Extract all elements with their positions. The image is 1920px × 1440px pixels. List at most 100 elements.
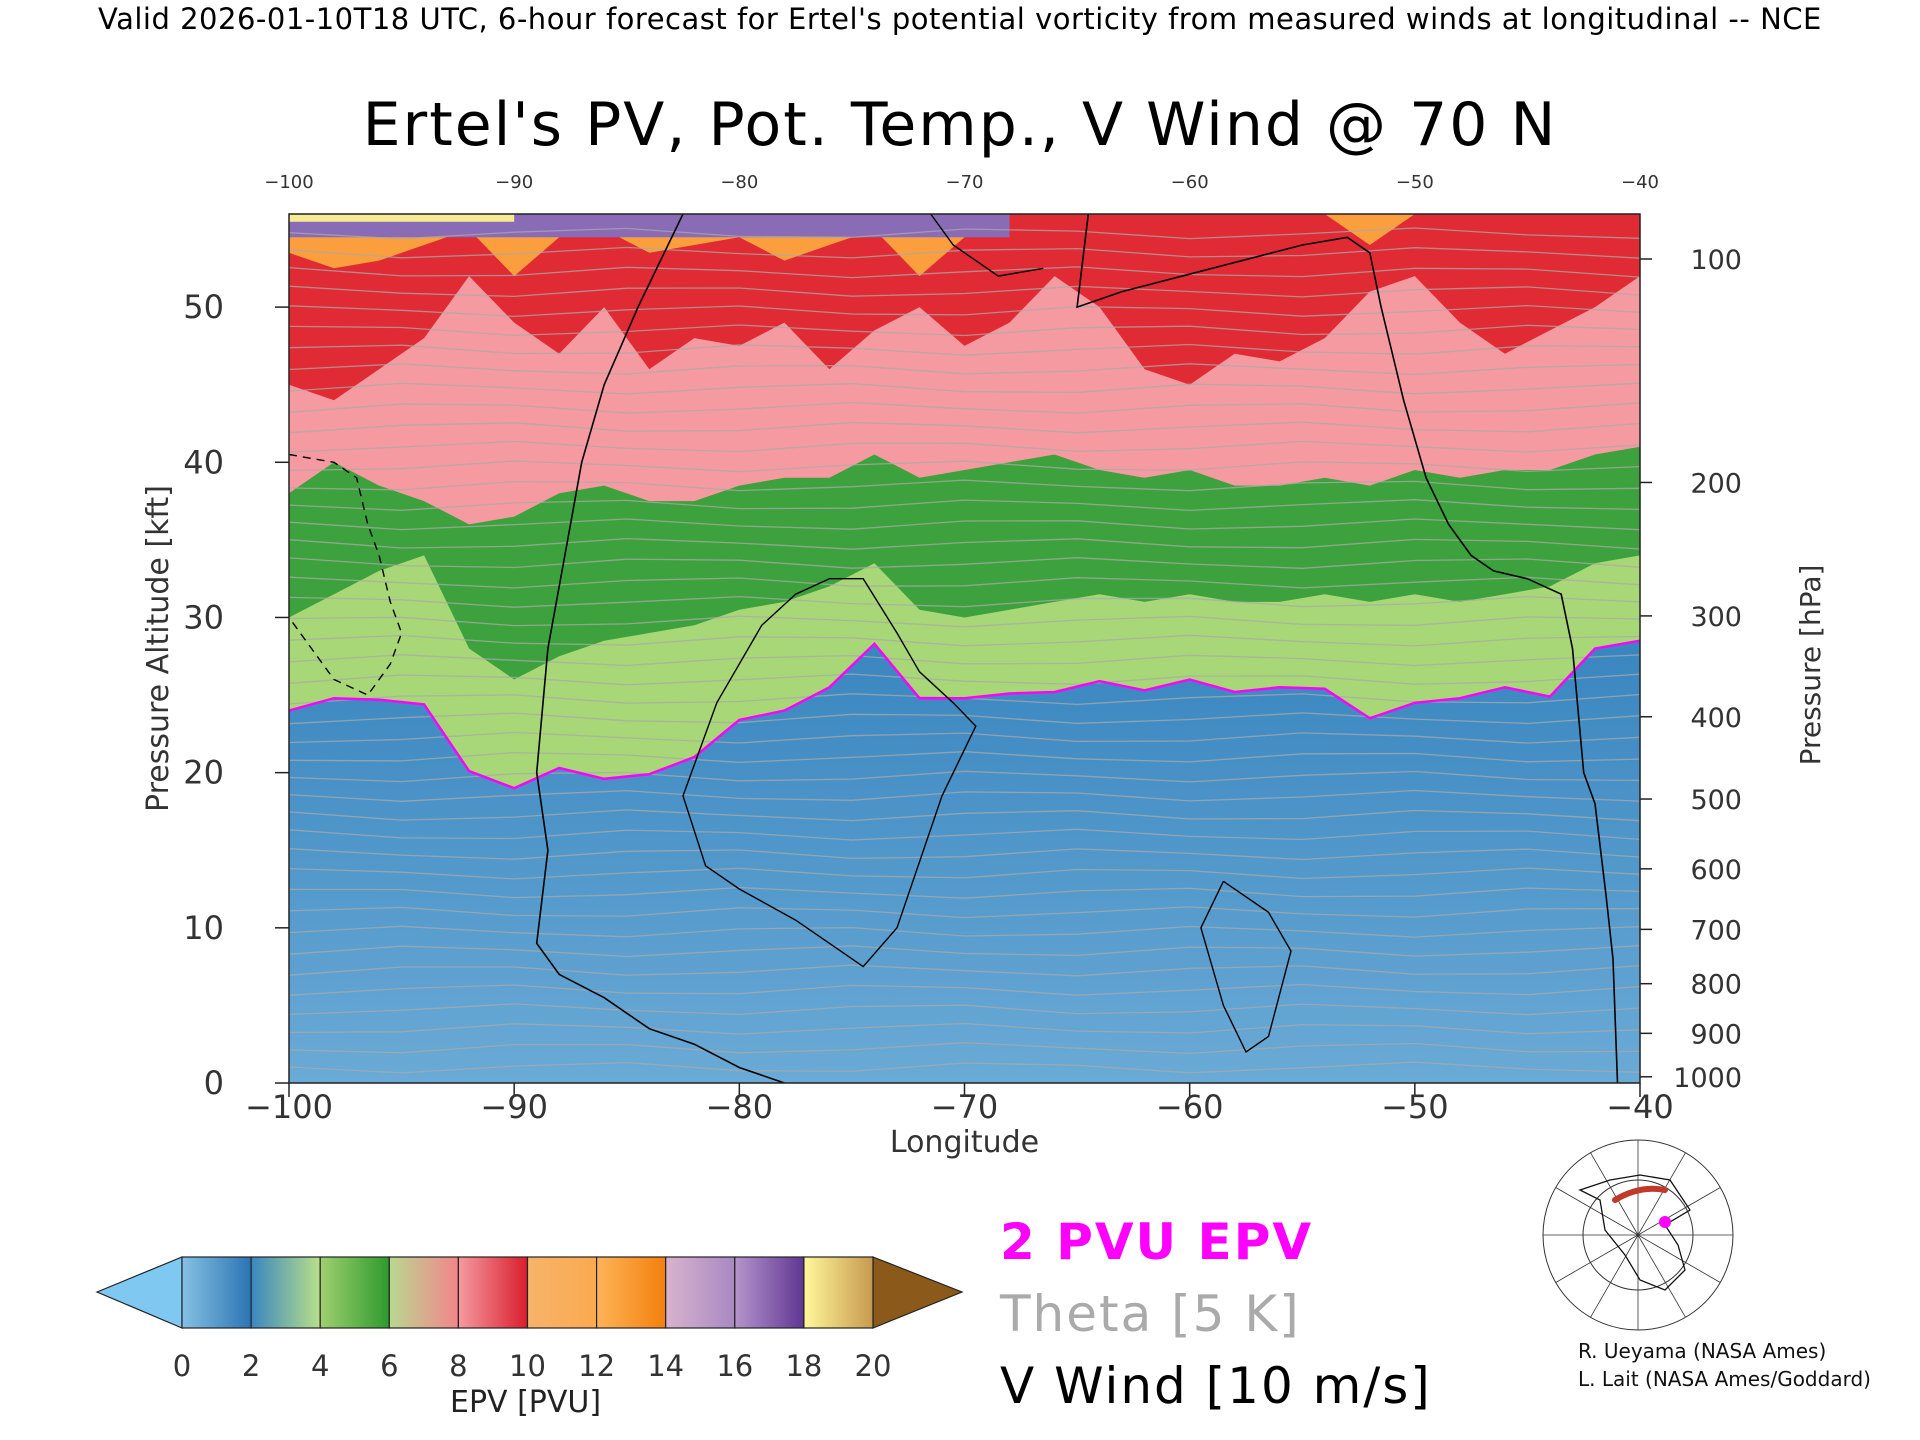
colorbar-tick-label: 16 (716, 1349, 753, 1383)
y-tick-label: 30 (183, 598, 224, 636)
theta-contour (289, 479, 1640, 492)
x-tick-label: −70 (931, 1088, 999, 1126)
x-tick-label: −50 (1381, 1088, 1449, 1126)
locator-map-coastline (1578, 1174, 1691, 1291)
colorbar-segment (181, 1256, 252, 1329)
colorbar-segment (526, 1256, 598, 1329)
colorbar-segment (734, 1256, 805, 1329)
theta-contour (289, 1022, 1640, 1035)
credit-line-1: R. Ueyama (NASA Ames) (1578, 1339, 1827, 1363)
locator-map-meridian (1637, 1187, 1721, 1236)
theta-contour (289, 343, 1640, 356)
theta-contour (289, 285, 1640, 298)
theta-contour (289, 595, 1640, 608)
top-tick-label: −100 (264, 172, 313, 193)
theta-contour (289, 751, 1640, 764)
y2-axis-label: Pressure [hPa] (1794, 565, 1827, 766)
pressure-tick-label: 300 (1690, 602, 1742, 633)
locator-map-section-line (1612, 1185, 1668, 1203)
pressure-tick-label: 500 (1690, 785, 1742, 816)
x-tick-label: −100 (245, 1088, 333, 1126)
colorbar-segment (665, 1256, 736, 1329)
pressure-tick-label: 1000 (1673, 1063, 1742, 1094)
top-tick-label: −80 (720, 172, 758, 193)
x-tick-label: −80 (706, 1088, 774, 1126)
colorbar-label: EPV [PVU] (450, 1385, 602, 1420)
colorbar-segment (388, 1256, 459, 1329)
vwind-zero-contour (535, 214, 785, 1083)
vwind-10-contour (682, 578, 977, 968)
colorbar-tick-label: 4 (311, 1349, 329, 1383)
locator-map-meridian (1637, 1152, 1686, 1236)
theta-contour (289, 964, 1640, 977)
x-tick-label: −60 (1156, 1088, 1224, 1126)
top-tick-label: −90 (495, 172, 533, 193)
legend-epv-line: 2 PVU EPV (1000, 1213, 1314, 1271)
locator-map-meridian (1555, 1187, 1639, 1236)
colorbar-tick-label: 18 (785, 1349, 822, 1383)
theta-contour (289, 634, 1640, 647)
theta-contour (289, 266, 1640, 279)
theta-contour (289, 770, 1640, 783)
theta-contour (289, 983, 1640, 996)
theta-contour (289, 421, 1640, 434)
theta-contour (289, 363, 1640, 376)
chart-title: Ertel's PV, Pot. Temp., V Wind @ 70 N (362, 90, 1558, 160)
colorbar-tick-label: 6 (380, 1349, 398, 1383)
pressure-tick-label: 700 (1690, 915, 1742, 946)
theta-contour (289, 673, 1640, 686)
x-axis-label: Longitude (890, 1125, 1039, 1160)
pressure-tick-label: 900 (1690, 1019, 1742, 1050)
theta-contour (289, 227, 1640, 240)
colorbar-tick-label: 8 (449, 1349, 467, 1383)
vwind-10-contour (930, 214, 1044, 277)
theta-contour (289, 324, 1640, 337)
legend-vwind-line: V Wind [10 m/s] (1000, 1357, 1432, 1415)
top-tick-label: −70 (946, 172, 984, 193)
colorbar-segment (457, 1256, 529, 1329)
valid-time-banner: Valid 2026-01-10T18 UTC, 6-hour forecast… (98, 2, 1822, 36)
colorbar-tick-label: 12 (578, 1349, 615, 1383)
pressure-tick-label: 400 (1690, 703, 1742, 734)
y-tick-label: 40 (183, 443, 224, 481)
colorbar-over-triangle (872, 1256, 964, 1329)
theta-contour (289, 382, 1640, 395)
colorbar-tick-label: 14 (647, 1349, 684, 1383)
locator-map-marker (1659, 1216, 1671, 1228)
theta-contour (289, 401, 1640, 414)
theta-contour (289, 828, 1640, 841)
theta-contour (289, 848, 1640, 861)
theta-contour (289, 867, 1640, 880)
plot-area (289, 214, 1640, 1083)
top-tick-label: −40 (1621, 172, 1659, 193)
theta-contour (289, 1042, 1640, 1055)
y-tick-label: 0 (204, 1064, 224, 1102)
colorbar-segment (319, 1256, 390, 1329)
pressure-tick-label: 600 (1690, 855, 1742, 886)
theta-contour (289, 886, 1640, 899)
theta-contour (289, 925, 1640, 938)
theta-contour (289, 460, 1640, 473)
theta-contour (289, 809, 1640, 822)
colorbar-segment (803, 1256, 874, 1329)
credit-line-2: L. Lait (NASA Ames/Goddard) (1578, 1367, 1871, 1391)
colorbar-under-triangle (95, 1256, 183, 1329)
pressure-tick-label: 800 (1690, 970, 1742, 1001)
colorbar-tick-label: 0 (173, 1349, 191, 1383)
y-tick-label: 20 (183, 754, 224, 792)
theta-contour (289, 304, 1640, 318)
theta-contour (289, 654, 1640, 667)
legend-theta-line: Theta [5 K] (1000, 1285, 1301, 1343)
theta-contour (289, 246, 1640, 259)
theta-contour (289, 557, 1640, 569)
theta-contour (289, 518, 1640, 531)
y-tick-label: 50 (183, 288, 224, 326)
colorbar-segment (250, 1256, 321, 1329)
theta-contour (289, 1003, 1640, 1016)
epv-band-10 (289, 214, 1640, 401)
colorbar-tick-label: 10 (509, 1349, 546, 1383)
theta-contour (289, 906, 1640, 919)
theta-contour (289, 499, 1640, 512)
colorbar-tick-label: 2 (242, 1349, 260, 1383)
